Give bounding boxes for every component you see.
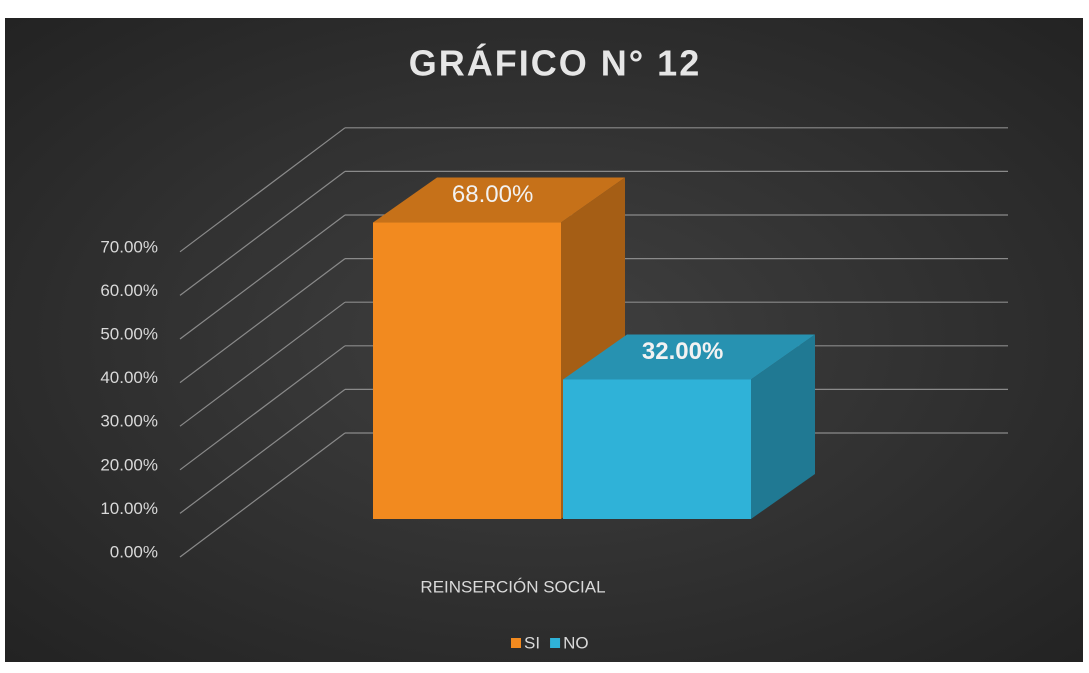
bar-top — [563, 334, 815, 380]
legend-swatch — [511, 638, 521, 648]
data-label: 32.00% — [642, 338, 723, 365]
y-tick-label: 40.00% — [100, 368, 158, 387]
y-tick-label: 60.00% — [100, 281, 158, 300]
y-tick-label: 20.00% — [100, 455, 158, 474]
legend-swatch — [550, 638, 561, 648]
bar — [373, 222, 561, 519]
legend-label: SI — [524, 633, 540, 652]
legend-label: NO — [563, 633, 589, 652]
grid-line — [179, 432, 346, 558]
grid-line — [179, 258, 346, 384]
bar-top — [373, 177, 625, 223]
grid-line — [179, 127, 346, 253]
grid-line — [179, 345, 346, 471]
y-tick-label: 70.00% — [100, 237, 158, 256]
y-tick-label: 0.00% — [110, 542, 158, 561]
bar — [563, 379, 751, 519]
data-label: 68.00% — [452, 181, 533, 208]
grid-line — [179, 170, 346, 296]
y-tick-label: 30.00% — [100, 412, 158, 431]
grid-line — [179, 388, 346, 514]
chart-title: GRÁFICO N° 12 — [409, 43, 701, 84]
grid-line — [179, 214, 346, 340]
x-tick-label: REINSERCIÓN SOCIAL — [420, 577, 605, 596]
grid-line — [179, 301, 346, 427]
y-tick-label: 10.00% — [100, 499, 158, 518]
bar-side — [751, 334, 815, 519]
y-tick-label: 50.00% — [100, 324, 158, 343]
